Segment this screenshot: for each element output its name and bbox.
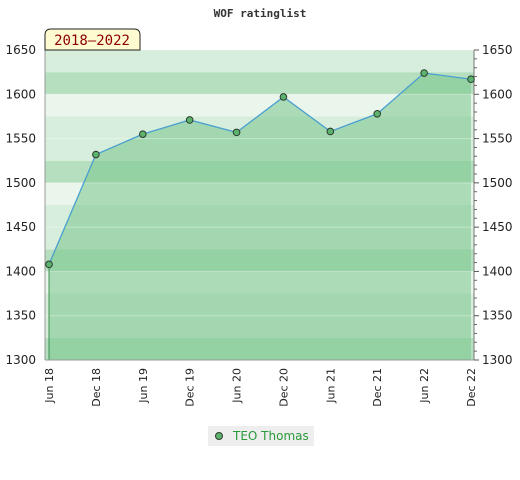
period-badge: 2018–2022 — [44, 28, 141, 51]
x-tick-label: Dec 21 — [371, 368, 384, 407]
data-point — [467, 75, 475, 84]
series-layer — [45, 69, 475, 269]
legend-marker — [215, 432, 223, 440]
background-band — [45, 50, 474, 73]
data-point — [279, 93, 288, 101]
y-tick-label-left: 1400 — [5, 264, 36, 278]
data-point — [232, 128, 241, 137]
x-tick-label: Jun 20 — [231, 368, 244, 404]
x-tick-label: Dec 20 — [277, 368, 290, 407]
series-line — [48, 72, 472, 265]
y-tick-label-left: 1600 — [5, 87, 36, 101]
x-axis: Jun 18 Dec 18 Jun 19 Dec 19 Jun 20 Dec 20 Jun … — [43, 368, 478, 407]
y-tick-label-left: 1500 — [5, 176, 36, 190]
y-tick-label-right: 1500 — [482, 176, 513, 190]
data-point — [138, 130, 147, 138]
x-tick-label: Jun 22 — [418, 368, 431, 404]
data-point — [326, 127, 335, 136]
y-tick-label-right: 1300 — [482, 353, 513, 367]
y-tick-label-left: 1350 — [5, 309, 36, 323]
legend-box — [208, 426, 314, 446]
legend-label: TEO Thomas — [232, 429, 309, 443]
axes-layer — [44, 50, 475, 361]
y-tick-label-left: 1300 — [5, 353, 36, 367]
data-point — [185, 116, 194, 124]
x-tick-label: Jun 18 — [43, 368, 56, 404]
area-layer — [49, 73, 471, 361]
data-point — [45, 260, 53, 269]
x-tick-label: Jun 21 — [324, 368, 337, 404]
y-axis-left: 1300 1350 1400 1450 1500 1550 1600 1650 — [5, 43, 36, 367]
data-point — [92, 150, 100, 159]
y-tick-label-right: 1600 — [482, 87, 513, 101]
data-point — [373, 109, 382, 118]
x-tick-label: Dec 19 — [184, 368, 197, 407]
y-tick-label-right: 1350 — [482, 309, 513, 323]
y-tick-label-right: 1400 — [482, 264, 513, 278]
x-tick-label: Dec 18 — [90, 368, 103, 407]
background-band — [45, 94, 474, 117]
y-tick-label-right: 1650 — [482, 43, 513, 57]
x-tick-label: Jun 19 — [137, 368, 150, 404]
chart-title: WOF ratinglist — [214, 7, 307, 20]
y-tick-label-left: 1550 — [5, 132, 36, 146]
data-point — [420, 69, 428, 77]
period-label: 2018–2022 — [54, 33, 130, 49]
y-tick-label-left: 1650 — [5, 43, 36, 57]
series-area — [49, 73, 471, 361]
y-tick-label-right: 1450 — [482, 220, 513, 234]
background-band — [45, 72, 474, 95]
period-badge-box — [44, 28, 141, 51]
x-tick-label: Dec 22 — [465, 368, 478, 407]
legend[interactable]: TEO Thomas — [208, 426, 314, 446]
y-axis-right: 1300 1350 1400 1450 1500 1550 1600 1650 — [474, 43, 513, 367]
y-tick-label-left: 1450 — [5, 220, 36, 234]
y-tick-label-right: 1550 — [482, 132, 513, 146]
